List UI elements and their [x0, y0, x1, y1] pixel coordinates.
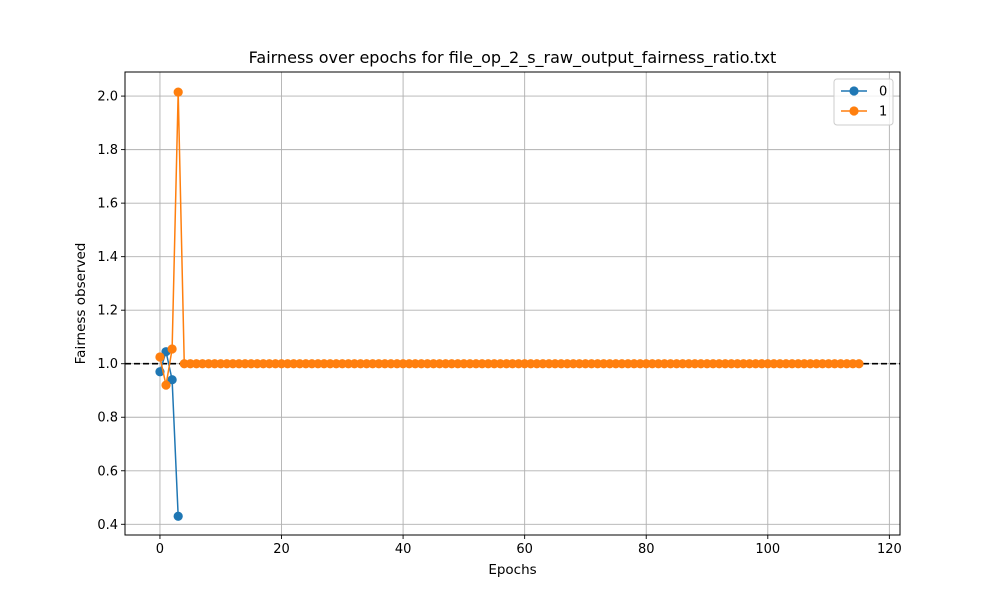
x-tick-label: 80 — [638, 542, 655, 557]
y-tick-label: 1.4 — [97, 250, 118, 265]
x-tick-label: 120 — [877, 542, 902, 557]
chart-title: Fairness over epochs for file_op_2_s_raw… — [249, 48, 777, 68]
x-axis-label: Epochs — [488, 562, 536, 578]
data-point — [854, 359, 864, 369]
series-1 — [155, 87, 864, 390]
legend-label-0: 0 — [879, 85, 887, 100]
data-point — [167, 375, 177, 385]
data-point — [167, 344, 177, 354]
x-tick-label: 0 — [156, 542, 164, 557]
y-tick-label: 0.8 — [97, 411, 118, 426]
x-tick-label: 60 — [516, 542, 533, 557]
ticks: 0 20 40 60 80 100 120 0.4 0.6 0.8 1.0 1.2 1.4 1.6 1.8 2… — [97, 90, 901, 557]
y-tick-label: 1.0 — [97, 357, 118, 372]
legend: 01 — [833, 78, 894, 126]
data-point — [161, 380, 171, 390]
y-axis-label: Fairness observed — [73, 243, 89, 365]
data-point — [173, 87, 183, 97]
data-point — [155, 352, 165, 362]
y-tick-label: 1.2 — [97, 304, 118, 319]
y-tick-label: 1.6 — [97, 197, 118, 212]
legend-marker-1 — [849, 106, 859, 116]
x-tick-label: 20 — [273, 542, 290, 557]
y-tick-label: 0.4 — [97, 518, 118, 533]
x-tick-label: 40 — [395, 542, 412, 557]
plot-frame — [124, 71, 901, 536]
y-tick-label: 2.0 — [97, 90, 118, 105]
y-tick-label: 1.8 — [97, 143, 118, 158]
legend-label-1: 1 — [879, 105, 887, 120]
y-tick-label: 0.6 — [97, 464, 118, 479]
data-point — [173, 511, 183, 521]
legend-marker-0 — [849, 86, 859, 96]
series-group — [155, 87, 864, 521]
x-tick-label: 100 — [755, 542, 780, 557]
